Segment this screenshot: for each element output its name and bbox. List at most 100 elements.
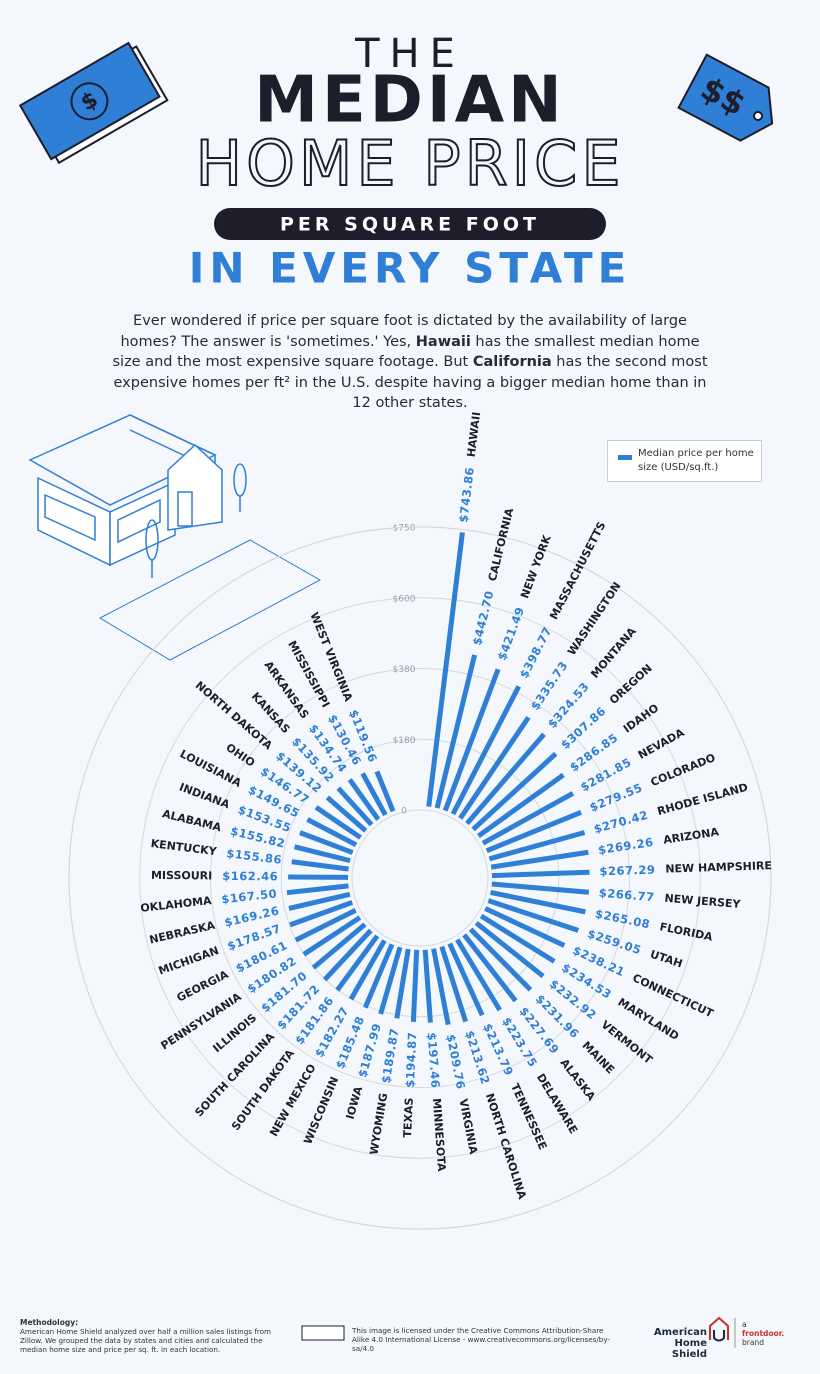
state-label: OHIO <box>223 741 257 770</box>
legend-swatch <box>618 455 632 460</box>
state-label: MONTANA <box>588 625 639 681</box>
house-icon <box>28 414 322 661</box>
grid-ring <box>280 738 560 1018</box>
bar <box>325 795 368 833</box>
state-label: ALABAMA <box>161 807 223 834</box>
state-label: HAWAII <box>465 411 483 458</box>
intro-bold: California <box>472 354 552 370</box>
bar <box>394 948 411 1019</box>
bar <box>468 927 533 992</box>
bar <box>439 945 469 1023</box>
value-label: $266.77 <box>598 886 655 905</box>
bar <box>481 791 575 846</box>
bar <box>360 772 388 817</box>
bar <box>410 949 420 1022</box>
value-label: $265.08 <box>594 907 652 932</box>
state-label: RHODE ISLAND <box>656 781 749 818</box>
state-label: TEXAS <box>401 1097 416 1138</box>
bar <box>488 830 586 862</box>
state-label: MISSOURI <box>151 869 212 882</box>
bar <box>487 898 580 933</box>
bar <box>450 685 521 816</box>
intro: Ever wondered if price per square foot i… <box>110 311 710 414</box>
bar <box>314 805 362 840</box>
title-the: THE <box>354 31 465 77</box>
tick-label: 0 <box>401 807 407 817</box>
bar <box>462 933 518 1003</box>
bar <box>306 817 358 848</box>
window <box>117 498 161 544</box>
intro-text: has the smallest median home size and th… <box>112 333 700 371</box>
state-label: WYOMING <box>367 1092 390 1156</box>
state-label: KENTUCKY <box>150 837 218 858</box>
license: This image is licensed under the Creativ… <box>352 1326 611 1353</box>
bar <box>434 654 478 809</box>
value-label: $743.86 <box>456 466 477 523</box>
value-label: $167.50 <box>221 886 278 906</box>
bar <box>347 778 381 821</box>
bar <box>311 922 367 970</box>
bar <box>374 770 396 813</box>
value-label: $162.46 <box>222 869 278 883</box>
bar <box>293 844 351 864</box>
bar <box>477 772 565 839</box>
bar <box>465 732 546 826</box>
intro-text: Ever wondered if price per square foot i… <box>120 313 687 350</box>
value-label: $442.70 <box>470 589 497 647</box>
bar <box>322 928 373 982</box>
bar <box>471 751 558 832</box>
grid-ring <box>210 668 630 1088</box>
state-label: NEBRASKA <box>148 919 217 947</box>
state-label: INDIANA <box>177 781 231 812</box>
bill <box>18 41 161 161</box>
brand-tagline: a frontdoor. brand <box>742 1320 784 1347</box>
state-label: MINNESOTA <box>430 1098 448 1173</box>
bar <box>458 715 531 820</box>
tick-label: $600 <box>393 594 416 604</box>
value-label: $189.87 <box>379 1027 402 1084</box>
bill-circle <box>70 82 109 121</box>
ground <box>98 539 322 661</box>
value-label: $197.46 <box>425 1032 443 1089</box>
title-home-price: HOME PRICE <box>195 127 624 200</box>
bar <box>286 883 349 896</box>
bar <box>431 948 451 1026</box>
state-label: NORTH DAKOTA <box>193 679 275 753</box>
title-state: IN EVERY STATE <box>189 244 632 293</box>
state-label: MICHIGAN <box>157 944 221 978</box>
tick-label: $380 <box>393 665 416 675</box>
value-label: $270.42 <box>592 808 650 836</box>
bar <box>491 869 590 879</box>
bar <box>455 938 502 1012</box>
bar <box>291 859 349 872</box>
gable <box>167 443 223 531</box>
bar <box>289 900 354 928</box>
grid-ring <box>139 597 701 1159</box>
title-median: MEDIAN <box>254 64 565 138</box>
bar <box>294 907 357 943</box>
brand-a: a <box>742 1320 747 1329</box>
tag-hole <box>753 110 764 121</box>
bar <box>299 830 354 855</box>
methodology-title: Methodology: <box>20 1318 79 1327</box>
methodology: Methodology: American Home Shield analyze… <box>20 1318 290 1354</box>
bar <box>490 849 589 870</box>
bar <box>426 532 465 807</box>
brand-frontdoor: frontdoor. <box>742 1329 785 1338</box>
tag-icon: $$ <box>677 53 774 142</box>
state-label: ARIZONA <box>662 825 720 846</box>
logo-house <box>709 1316 729 1340</box>
brand-b: brand <box>742 1338 764 1347</box>
state-label: NEW JERSEY <box>664 892 742 911</box>
bar <box>302 915 362 957</box>
value-label: $269.26 <box>597 835 654 857</box>
state-label: IDAHO <box>621 701 661 735</box>
state-label: FLORIDA <box>659 920 715 944</box>
value-label: $421.49 <box>495 605 528 662</box>
legend-label: Median price per home size (USD/sq.ft.) <box>638 448 754 473</box>
bar <box>447 942 485 1017</box>
window <box>44 493 96 542</box>
state-label: MAINE <box>580 1039 618 1077</box>
